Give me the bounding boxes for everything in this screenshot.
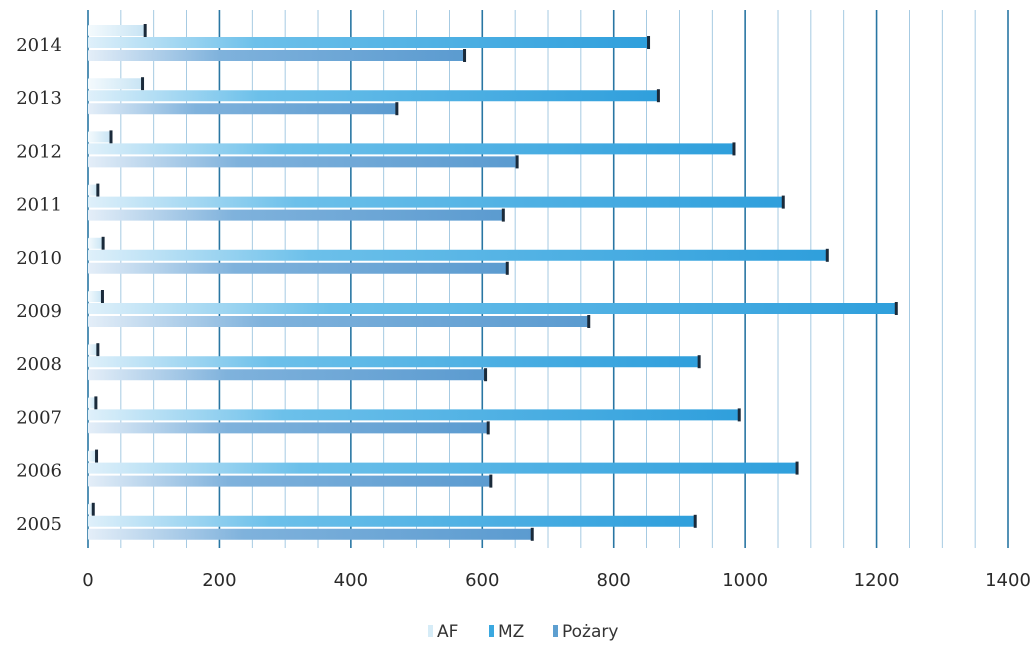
bar-mz-2010 — [88, 249, 828, 261]
value-axis: 0 200 400 600 800 1000 1200 1400 — [82, 570, 1031, 591]
bar-end-cap — [489, 474, 493, 488]
category-label: 2009 — [16, 301, 62, 322]
bar-af-2010 — [88, 237, 104, 249]
bar-mz-2011 — [88, 196, 784, 208]
bar-end-cap — [501, 208, 505, 222]
bar-pozary-2014 — [88, 50, 465, 61]
bar-af-2009 — [88, 291, 103, 302]
bar-end-cap — [530, 527, 534, 541]
tick-label: 0 — [82, 570, 93, 591]
category-label: 2014 — [16, 35, 62, 56]
category-label: 2005 — [16, 514, 62, 535]
bar-end-cap — [463, 49, 467, 62]
bar-end-cap — [109, 130, 113, 144]
tick-label: 200 — [202, 570, 236, 591]
legend-label-pozary: Pożary — [562, 622, 618, 642]
category-label: 2010 — [16, 248, 62, 269]
bar-end-cap — [143, 24, 147, 37]
bar-end-cap — [693, 514, 697, 528]
bar-end-cap — [95, 449, 99, 463]
bar-end-cap — [732, 142, 736, 156]
bar-end-cap — [484, 368, 488, 382]
category-label: 2006 — [16, 461, 62, 482]
bar-end-cap — [101, 236, 105, 250]
bar-end-cap — [94, 396, 98, 410]
category-label: 2013 — [16, 88, 62, 109]
bar-mz-2014 — [88, 37, 649, 48]
category-label: 2012 — [16, 141, 62, 162]
bar-af-2007 — [88, 397, 96, 409]
bars — [88, 24, 898, 541]
bar-mz-2009 — [88, 303, 897, 314]
bar-mz-2012 — [88, 143, 734, 155]
category-label: 2011 — [16, 195, 62, 216]
tick-label: 1400 — [985, 570, 1031, 591]
bar-af-2011 — [88, 184, 98, 196]
bar-pozary-2012 — [88, 156, 518, 168]
bar-end-cap — [647, 36, 651, 49]
bar-pozary-2006 — [88, 475, 491, 487]
legend-swatch-mz — [489, 625, 494, 637]
tick-label: 400 — [334, 570, 368, 591]
bar-pozary-2009 — [88, 316, 589, 327]
bar-mz-2013 — [88, 90, 659, 102]
bar-af-2008 — [88, 344, 98, 356]
bar-pozary-2013 — [88, 103, 397, 115]
tick-label: 800 — [597, 570, 631, 591]
legend-swatch-af — [428, 625, 433, 637]
bar-end-cap — [96, 343, 100, 357]
tick-label: 600 — [465, 570, 499, 591]
bar-mz-2006 — [88, 462, 798, 474]
bar-end-cap — [96, 183, 100, 197]
bar-end-cap — [894, 302, 898, 315]
bar-pozary-2007 — [88, 422, 489, 434]
category-axis: 2014 2013 2012 2011 2010 2009 2008 2007 2006 2005 — [16, 35, 62, 535]
bar-af-2012 — [88, 131, 111, 143]
bar-af-2014 — [88, 25, 146, 36]
bar-end-cap — [737, 408, 741, 422]
category-label: 2007 — [16, 407, 62, 428]
bar-pozary-2010 — [88, 262, 508, 274]
bar-mz-2008 — [88, 356, 700, 368]
legend-label-mz: MZ — [498, 622, 524, 642]
bar-af-2013 — [88, 78, 143, 90]
bar-end-cap — [587, 315, 591, 328]
legend-swatch-pozary — [553, 625, 558, 637]
legend-label-af: AF — [437, 622, 458, 642]
bar-end-cap — [486, 421, 490, 435]
legend: AF MZ Pożary — [428, 622, 618, 642]
bar-pozary-2005 — [88, 528, 533, 540]
category-label: 2008 — [16, 354, 62, 375]
bar-end-cap — [781, 195, 785, 209]
bar-end-cap — [697, 355, 701, 369]
bar-end-cap — [141, 77, 145, 91]
bar-end-cap — [100, 290, 104, 303]
bar-end-cap — [795, 461, 799, 475]
tick-label: 1200 — [854, 570, 900, 591]
bar-end-cap — [656, 89, 660, 103]
bar-end-cap — [505, 261, 509, 275]
bar-af-2006 — [88, 450, 97, 462]
bar-end-cap — [395, 102, 399, 116]
bar-pozary-2011 — [88, 209, 504, 221]
bar-mz-2007 — [88, 409, 740, 421]
bar-end-cap — [91, 502, 95, 516]
bar-end-cap — [825, 248, 829, 262]
bar-pozary-2008 — [88, 369, 486, 381]
bar-end-cap — [515, 155, 519, 169]
tick-label: 1000 — [722, 570, 768, 591]
bar-mz-2005 — [88, 515, 696, 527]
